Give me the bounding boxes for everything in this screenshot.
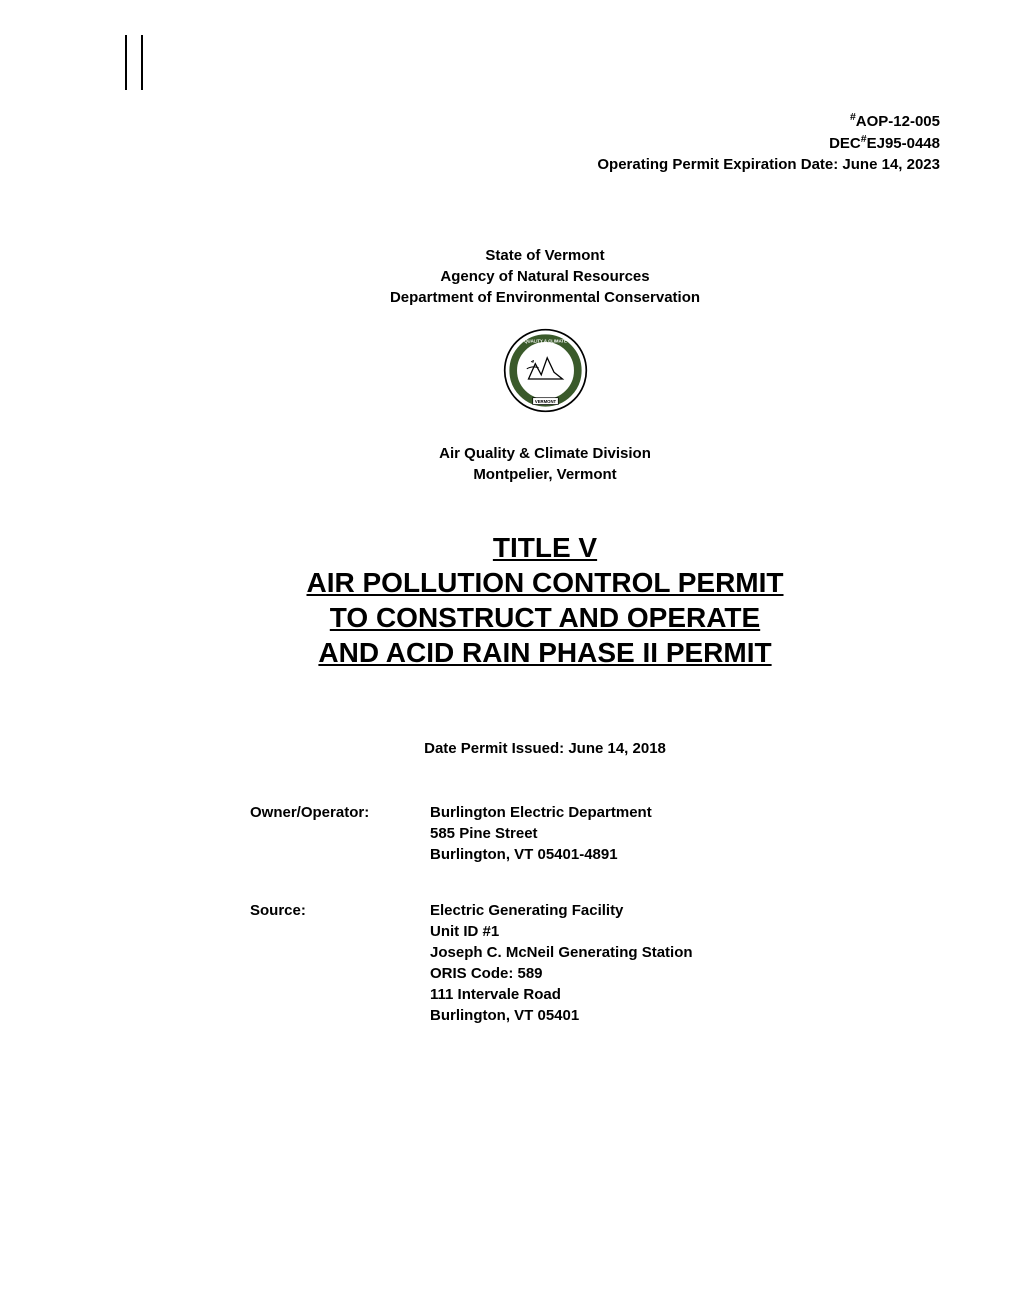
seal-container: QUALITY & CLIMATE VERMONT — [150, 328, 940, 418]
department-name: Department of Environmental Conservation — [150, 287, 940, 308]
title-line-4: AND ACID RAIN PHASE II PERMIT — [150, 635, 940, 670]
source-station-name: Joseph C. McNeil Generating Station — [430, 942, 940, 963]
agency-name: Agency of Natural Resources — [150, 266, 940, 287]
source-unit-id: Unit ID #1 — [430, 921, 940, 942]
state-name: State of Vermont — [150, 245, 940, 266]
permit-page: #AOP-12-005 DEC#EJ95-0448 Operating Perm… — [0, 0, 1020, 1314]
department-block: State of Vermont Agency of Natural Resou… — [150, 245, 940, 308]
permit-number-2: DEC#EJ95-0448 — [150, 132, 940, 154]
vermont-seal-icon: QUALITY & CLIMATE VERMONT — [503, 328, 588, 413]
title-line-3: TO CONSTRUCT AND OPERATE — [150, 600, 940, 635]
division-name: Air Quality & Climate Division — [150, 443, 940, 464]
division-city: Montpelier, Vermont — [150, 464, 940, 485]
owner-operator-row: Owner/Operator: Burlington Electric Depa… — [250, 802, 940, 865]
permit-id-header: #AOP-12-005 DEC#EJ95-0448 Operating Perm… — [150, 110, 940, 175]
division-block: Air Quality & Climate Division Montpelie… — [150, 443, 940, 485]
owner-name: Burlington Electric Department — [430, 802, 940, 823]
owner-city-state-zip: Burlington, VT 05401-4891 — [430, 844, 940, 865]
source-facility-type: Electric Generating Facility — [430, 900, 940, 921]
source-oris-code: ORIS Code: 589 — [430, 963, 940, 984]
expiration-date: Operating Permit Expiration Date: June 1… — [150, 154, 940, 175]
owner-label: Owner/Operator: — [250, 802, 430, 865]
permit-number-1: #AOP-12-005 — [150, 110, 940, 132]
source-value: Electric Generating Facility Unit ID #1 … — [430, 900, 940, 1026]
source-row: Source: Electric Generating Facility Uni… — [250, 900, 940, 1026]
source-street: 111 Intervale Road — [430, 984, 940, 1005]
title-line-1: TITLE V — [150, 530, 940, 565]
owner-street: 585 Pine Street — [430, 823, 940, 844]
svg-text:VERMONT: VERMONT — [534, 399, 556, 404]
svg-text:QUALITY & CLIMATE: QUALITY & CLIMATE — [524, 338, 567, 343]
binding-mark — [125, 35, 143, 90]
owner-value: Burlington Electric Department 585 Pine … — [430, 802, 940, 865]
date-issued: Date Permit Issued: June 14, 2018 — [150, 740, 940, 757]
permit-title-block: TITLE V AIR POLLUTION CONTROL PERMIT TO … — [150, 530, 940, 670]
title-line-2: AIR POLLUTION CONTROL PERMIT — [150, 565, 940, 600]
source-label: Source: — [250, 900, 430, 1026]
source-city-state-zip: Burlington, VT 05401 — [430, 1005, 940, 1026]
